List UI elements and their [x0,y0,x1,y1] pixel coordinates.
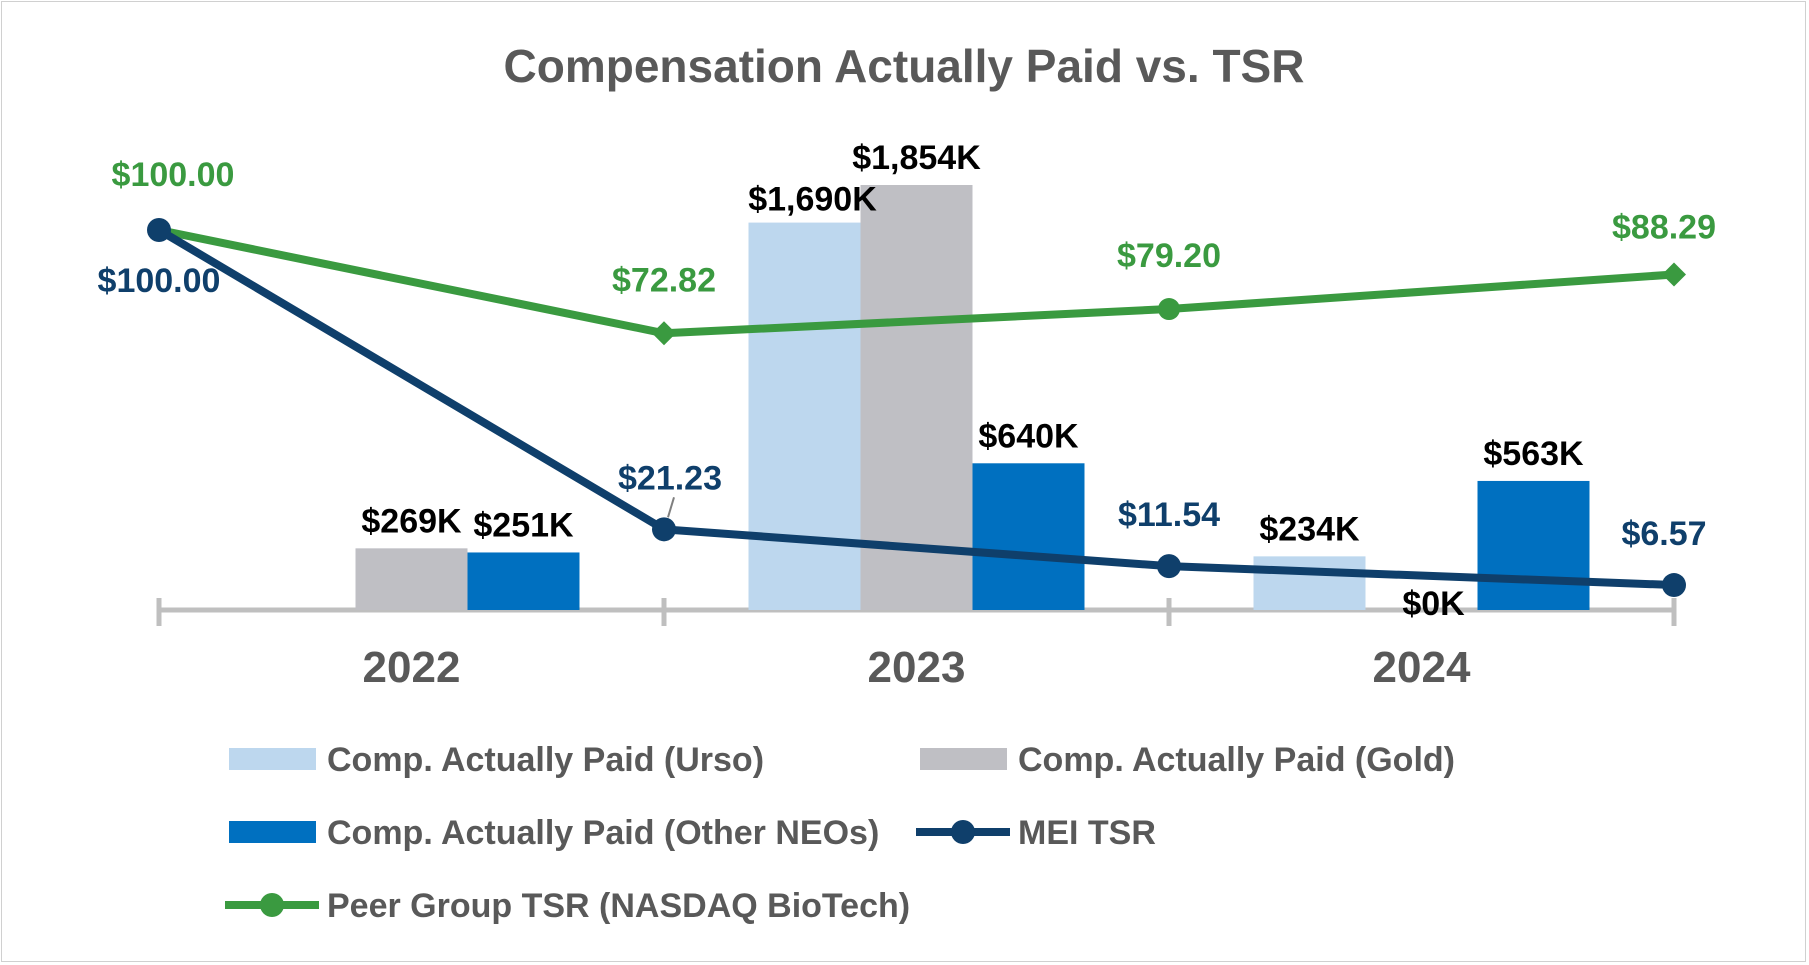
line-data-label: $100.00 [98,262,221,300]
line-point [652,517,676,542]
x-tick-label: 2023 [868,643,966,692]
line-point [1662,262,1686,287]
line-point [1662,573,1686,598]
line-data-label: $11.54 [1118,496,1220,534]
bar-data-label: $0K [1402,585,1465,623]
legend: Comp. Actually Paid (Urso) Comp. Actually… [225,741,1455,925]
x-axis: 2022 2023 2024 [156,598,1677,692]
bar-data-label: $269K [361,502,462,540]
bar-data-label: $640K [978,417,1079,455]
bar-data-label: $234K [1259,510,1360,548]
legend-swatch [229,748,316,770]
legend-swatch-marker [260,893,284,917]
bar [1253,556,1366,610]
line-point [1158,298,1180,321]
bar-data-label: $1,854K [852,139,981,177]
line-data-label: $21.23 [618,459,722,497]
legend-swatch-marker [951,820,975,844]
bar [972,463,1085,610]
bar [860,185,973,610]
line-data-label: $88.29 [1612,208,1716,246]
line-data-label: $79.20 [1117,237,1221,275]
bar-data-label: $563K [1483,435,1584,473]
leader-line [667,497,675,518]
chart-title: Compensation Actually Paid vs. TSR [504,40,1305,92]
lines-layer [147,218,1686,598]
x-tick-label: 2022 [363,643,461,692]
line-data-label: $6.57 [1621,515,1706,553]
bar-data-label: $251K [473,506,574,544]
bar [355,548,468,610]
bar [1477,480,1590,610]
bars-layer [355,185,1590,610]
series-line [156,226,1675,590]
line-point [652,321,676,346]
legend-label: Comp. Actually Paid (Gold) [1018,741,1455,779]
legend-label: Comp. Actually Paid (Other NEOs) [327,814,879,852]
labels-layer: $1,690K $234K $269K $1,854K $0K $251K $640K $56… [98,139,1716,623]
bar [748,222,861,610]
bar [467,552,580,610]
legend-swatch [920,748,1007,770]
series-line [158,226,1675,338]
line-point [147,218,171,242]
bar-data-label: $1,690K [748,181,877,219]
legend-swatch [229,821,316,843]
legend-label: Peer Group TSR (NASDAQ BioTech) [327,887,910,925]
legend-label: MEI TSR [1018,814,1156,852]
x-tick-label: 2024 [1373,643,1471,692]
line-data-label: $100.00 [112,156,235,194]
line-data-label: $72.82 [612,261,716,299]
legend-label: Comp. Actually Paid (Urso) [327,741,764,779]
line-point [1157,554,1181,579]
